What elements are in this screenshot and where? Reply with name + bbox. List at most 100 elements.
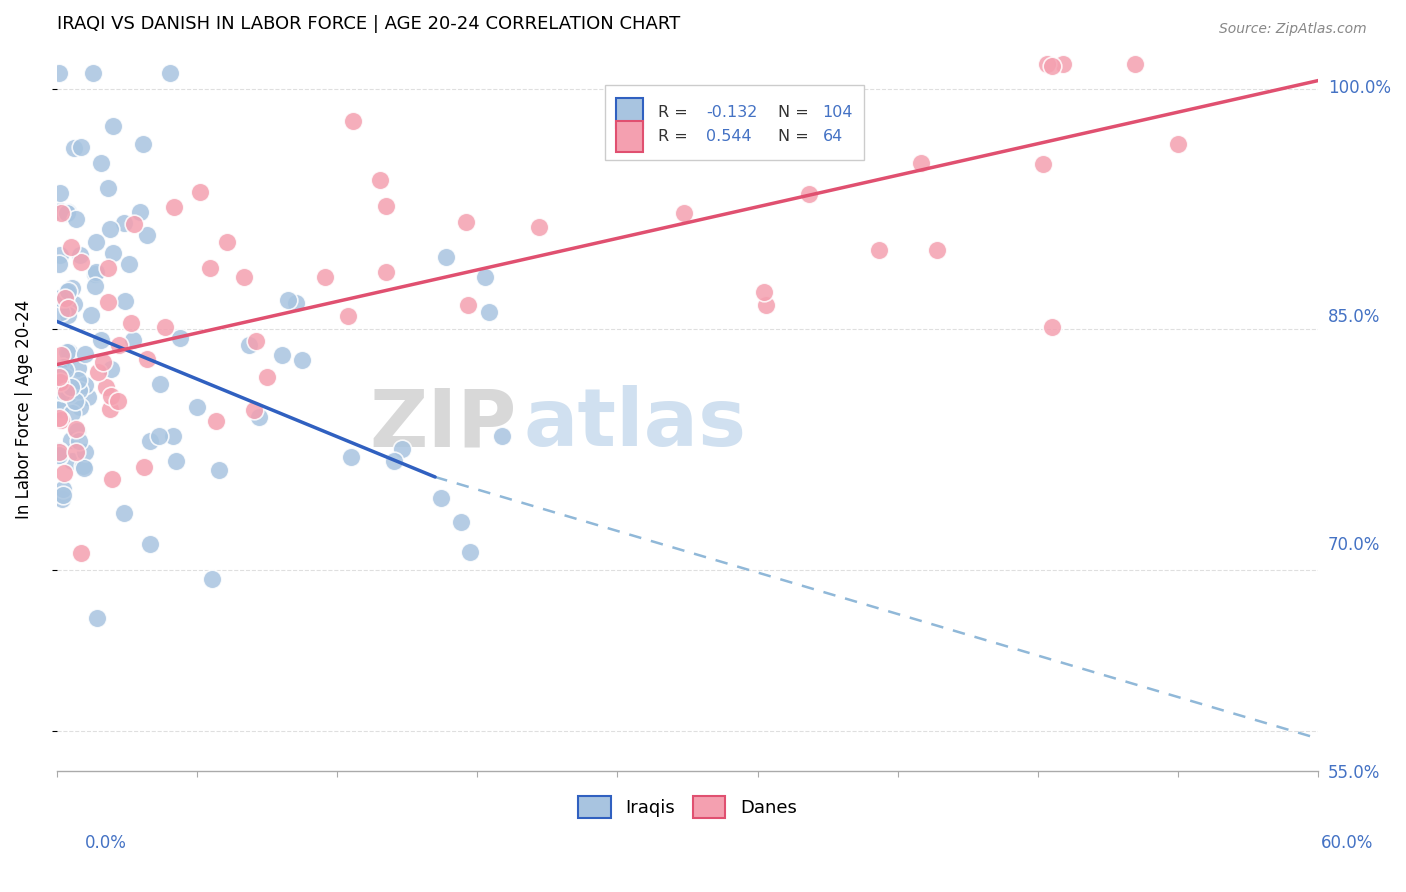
Point (48, 448, 70, 462)
Point (529, 219, 551, 234)
Point (53, 466, 76, 480)
Point (797, 187, 820, 202)
Point (53, 291, 76, 305)
Point (67, 384, 90, 398)
Point (73, 444, 96, 458)
Point (430, 491, 453, 506)
Point (52, 384, 75, 399)
Point (153, 320, 176, 334)
Point (339, 450, 361, 465)
Point (83, 267, 105, 281)
Point (55, 365, 77, 379)
Point (136, 351, 159, 366)
Point (112, 506, 135, 520)
Point (238, 338, 260, 352)
Point (77, 390, 100, 404)
Point (49, 402, 72, 417)
Point (910, 156, 932, 170)
Point (59, 380, 82, 394)
Point (65, 421, 87, 435)
Point (205, 414, 228, 428)
Point (129, 204, 152, 219)
Point (53, 370, 76, 384)
Text: IRAQI VS DANISH IN LABOR FORCE | AGE 20-24 CORRELATION CHART: IRAQI VS DANISH IN LABOR FORCE | AGE 20-… (56, 15, 681, 33)
Point (63, 297, 86, 311)
Point (124, 217, 146, 231)
Point (208, 463, 231, 477)
Point (163, 200, 186, 214)
Point (52, 360, 75, 375)
Point (270, 348, 292, 362)
Point (52, 488, 75, 502)
Point (56, 284, 79, 298)
Point (56, 206, 79, 220)
Point (48, 411, 70, 425)
Point (49, 291, 72, 305)
Point (491, 429, 513, 443)
Point (148, 429, 170, 443)
Point (48, 444, 70, 458)
Point (70, 140, 93, 154)
Point (101, 246, 124, 260)
Text: 104: 104 (823, 105, 853, 120)
Point (56, 345, 79, 359)
Point (291, 352, 314, 367)
Point (55, 384, 77, 399)
Point (90, 156, 112, 170)
Text: Source: ZipAtlas.com: Source: ZipAtlas.com (1219, 22, 1367, 37)
Point (97, 260, 120, 275)
Point (67, 434, 90, 448)
Point (56, 308, 79, 322)
Point (60, 240, 83, 254)
Point (188, 185, 211, 199)
Point (149, 377, 172, 392)
Point (72, 458, 94, 473)
Point (62, 454, 84, 468)
Point (94, 380, 117, 394)
Point (457, 298, 479, 312)
Point (97, 294, 120, 309)
Point (474, 270, 496, 285)
Text: atlas: atlas (523, 385, 747, 463)
Point (63, 394, 86, 409)
Point (51, 492, 73, 507)
Point (375, 199, 398, 213)
Point (454, 215, 477, 229)
Point (66, 361, 89, 376)
Point (927, 244, 949, 258)
Point (48, 392, 70, 406)
Point (284, 295, 307, 310)
Point (120, 316, 142, 330)
Text: 0.0%: 0.0% (84, 834, 127, 852)
Point (101, 120, 124, 134)
Point (232, 269, 254, 284)
Point (66, 424, 89, 438)
Point (56, 301, 79, 315)
Point (65, 212, 87, 227)
Point (48, 256, 70, 270)
Point (245, 334, 267, 348)
Point (53, 362, 76, 376)
Text: 60.0%: 60.0% (1320, 834, 1374, 852)
Text: 64: 64 (823, 129, 842, 145)
Point (1040, 60, 1063, 74)
Point (100, 361, 122, 376)
Point (1052, 57, 1074, 71)
Point (755, 297, 778, 311)
Point (277, 293, 299, 308)
Point (70, 546, 93, 560)
Point (82, 65, 104, 79)
Point (49, 186, 72, 200)
Point (122, 333, 145, 347)
Point (48, 363, 70, 377)
Point (75, 378, 97, 392)
Point (60, 406, 83, 420)
Point (49, 203, 72, 218)
Point (107, 394, 129, 409)
Point (49, 348, 72, 362)
Point (132, 137, 155, 152)
Point (49, 373, 72, 387)
Point (215, 235, 238, 249)
Point (166, 453, 188, 467)
FancyBboxPatch shape (606, 85, 865, 161)
